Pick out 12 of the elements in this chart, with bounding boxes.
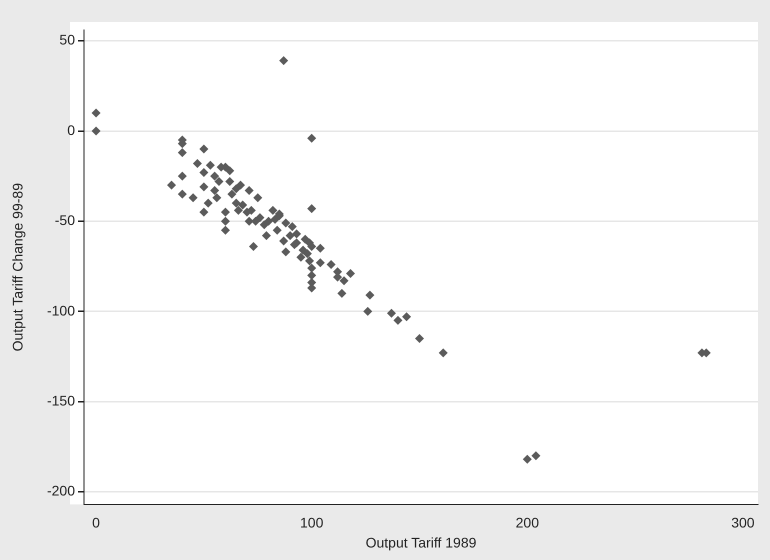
x-tick-label: 300 — [731, 514, 755, 531]
y-tick-label: 0 — [67, 122, 76, 138]
y-tick-label: -150 — [46, 392, 76, 408]
x-tick-label: 0 — [92, 514, 100, 531]
y-tick-label: -50 — [54, 212, 76, 228]
y-tick-label: -100 — [46, 302, 76, 318]
x-axis-title: Output Tariff 1989 — [366, 534, 477, 550]
y-axis-title: Output Tariff Change 99-89 — [9, 182, 26, 352]
y-tick-label: -200 — [46, 482, 76, 499]
y-tick-label: 50 — [59, 32, 76, 48]
x-tick-label: 200 — [516, 514, 540, 531]
x-tick-label: 100 — [300, 514, 324, 531]
